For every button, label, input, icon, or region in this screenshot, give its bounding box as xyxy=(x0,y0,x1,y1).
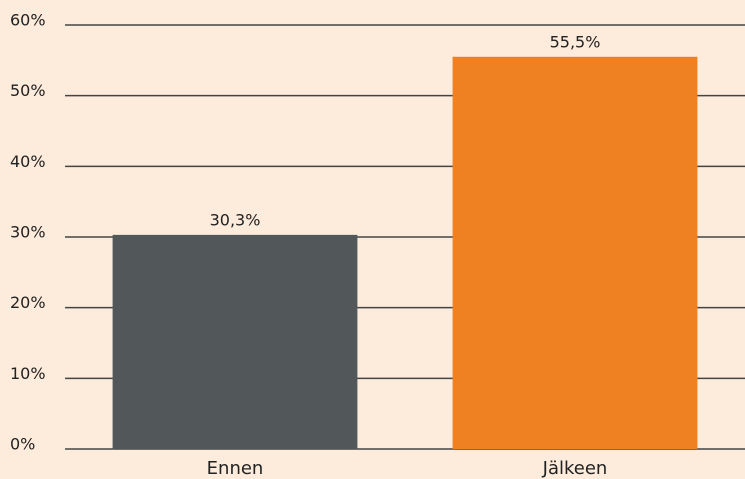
x-tick-label: Jälkeen xyxy=(542,458,608,479)
value-label: 55,5% xyxy=(550,32,601,51)
y-tick-label: 50% xyxy=(10,81,46,100)
y-tick-label: 60% xyxy=(10,11,46,30)
y-tick-label: 30% xyxy=(10,223,46,242)
y-tick-label: 20% xyxy=(10,293,46,312)
bar xyxy=(452,56,698,450)
bar xyxy=(112,234,358,449)
x-tick-label: Ennen xyxy=(207,458,264,479)
y-tick-label: 0% xyxy=(10,435,35,454)
y-tick-label: 40% xyxy=(10,152,46,171)
y-tick-label: 10% xyxy=(10,364,46,383)
value-label: 30,3% xyxy=(210,210,261,229)
